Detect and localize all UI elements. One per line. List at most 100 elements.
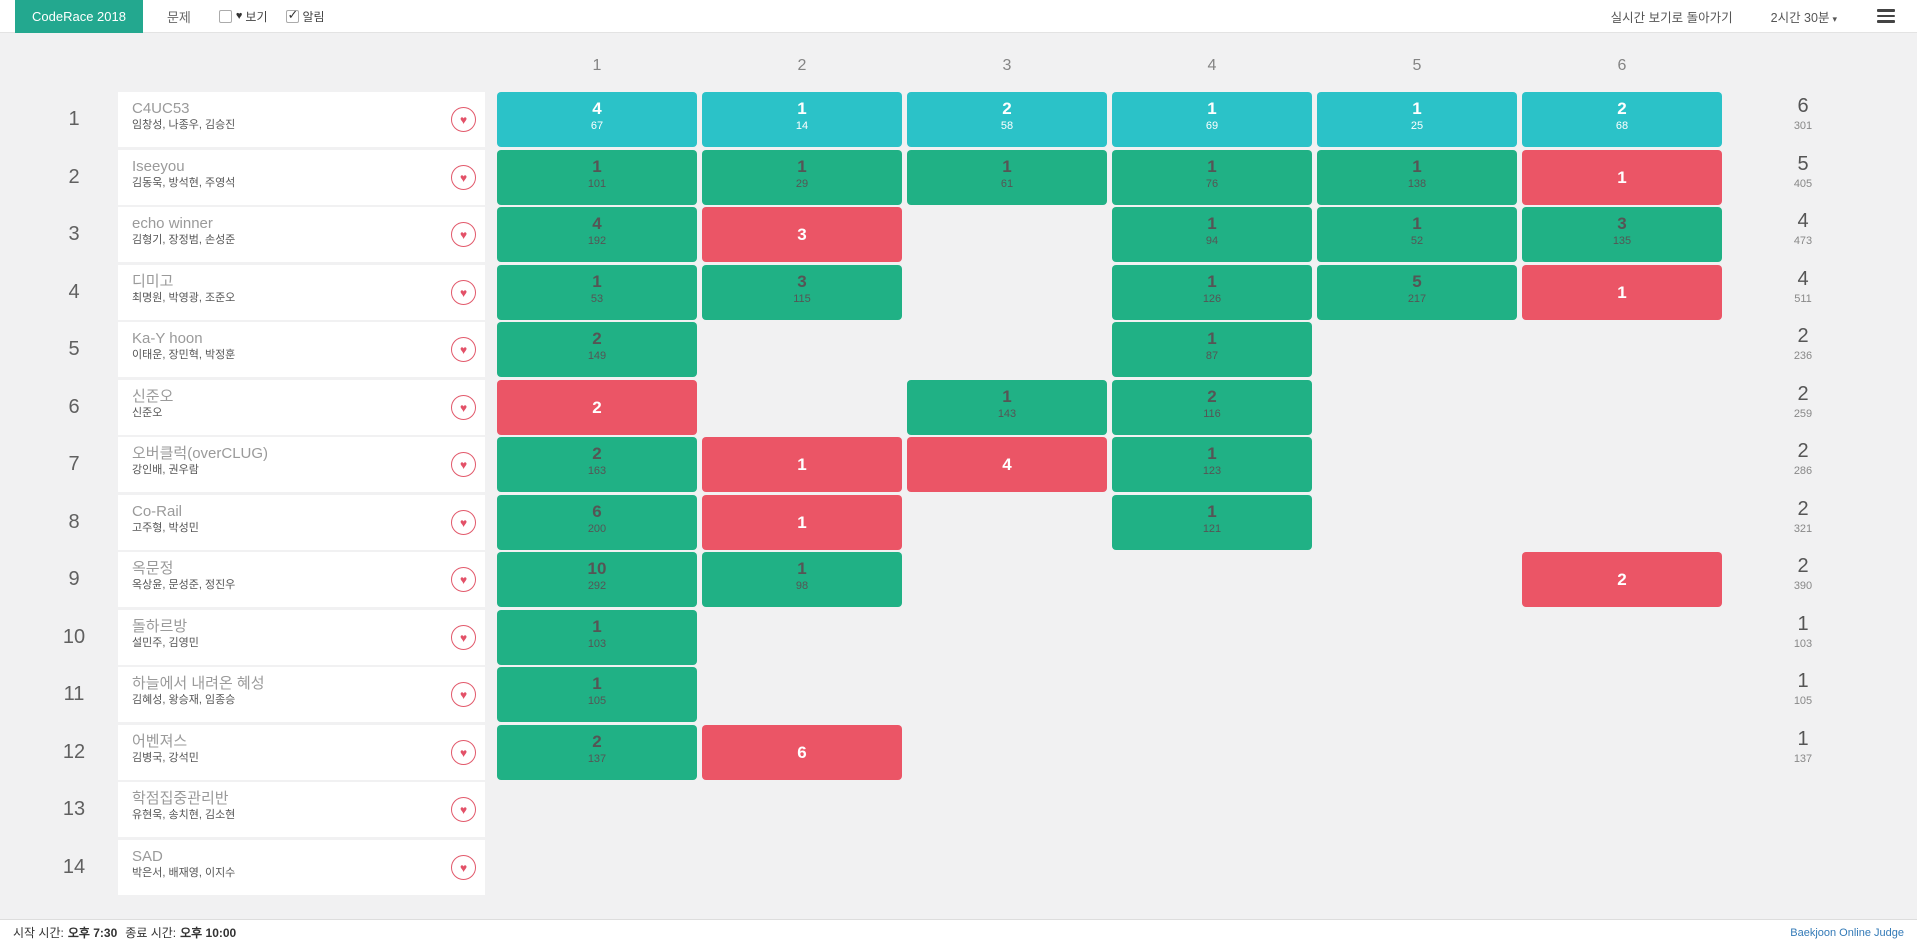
problem-cell: 2 137 (497, 724, 697, 780)
toggle-hearts[interactable]: ♥ 보기 (218, 8, 268, 25)
attempt-count: 4 (1002, 455, 1012, 474)
penalty-time: 105 (1793, 695, 1813, 707)
column-header: 2 (797, 57, 807, 74)
solved-count: 1 (1797, 670, 1809, 692)
team-name: Iseeyou (132, 157, 185, 175)
penalty-time: 236 (1793, 350, 1813, 362)
checkbox-checked-icon[interactable]: ✓ (285, 6, 299, 23)
team-rank: 2 (68, 165, 80, 188)
attempt-count: 3 (1617, 214, 1627, 233)
problem-cell: 3 (702, 207, 902, 262)
team-name: Ka-Y hoon (132, 330, 203, 347)
toggle-notifications[interactable]: ✓ 알림 (285, 6, 325, 25)
solved-count: 4 (1797, 210, 1809, 232)
favorite-button[interactable]: ♥ (451, 624, 476, 650)
favorite-button[interactable]: ♥ (451, 222, 476, 247)
problem-cells: 10 292 1 98 2 (0, 552, 1917, 607)
attempt-count: 2 (1617, 99, 1627, 118)
accepted-time: 200 (587, 522, 607, 535)
team-row: 11 하늘에서 내려온 혜성 김혜성, 왕승재, 임종승 ♥ 1 105 1 10… (0, 667, 1917, 722)
team-totals: 2 321 (1748, 497, 1858, 536)
team-totals: 5 405 (1748, 152, 1858, 191)
accepted-time: 105 (587, 695, 607, 707)
problem-cell: 1 (702, 494, 902, 550)
accepted-time: 123 (1202, 465, 1222, 477)
accepted-time: 121 (1202, 522, 1222, 535)
heart-icon: ♥ (459, 630, 468, 645)
team-rank: 14 (62, 855, 86, 878)
team-totals: 2 259 (1748, 382, 1858, 421)
team-row: 10 돌하르방 설민주, 김영민 ♥ 1 103 1 103 (0, 609, 1917, 665)
favorite-button[interactable]: ♥ (451, 107, 476, 132)
favorite-button[interactable]: ♥ (451, 164, 476, 190)
favorite-button[interactable]: ♥ (451, 797, 476, 822)
judge-link[interactable]: Baekjoon Online Judge (1790, 926, 1904, 939)
attempt-count: 4 (592, 99, 602, 118)
team-members: 임창성, 나종우, 김승진 (132, 119, 236, 131)
checkbox-unchecked-icon[interactable] (218, 9, 232, 23)
nav-item-problems[interactable]: 문제 (166, 9, 191, 25)
start-time-value: 오후 7:30 (67, 926, 118, 940)
heart-icon: ♥ (459, 285, 468, 300)
team-members: 김병국, 강석민 (132, 751, 199, 764)
favorite-button[interactable]: ♥ (451, 452, 476, 477)
team-name: echo winner (132, 215, 213, 232)
accepted-time: 126 (1202, 292, 1222, 305)
problem-cell: 6 (702, 724, 902, 780)
penalty-time: 390 (1793, 580, 1813, 592)
favorite-button[interactable]: ♥ (451, 682, 476, 707)
navbar-right: 실시간 보기로 돌아가기 2시간 30분 ▾ (1611, 6, 1917, 26)
hamburger-menu-icon[interactable] (1877, 6, 1895, 26)
back-to-live-link[interactable]: 실시간 보기로 돌아가기 (1610, 10, 1733, 25)
problem-cell: 1 143 (907, 379, 1107, 435)
accepted-time: 94 (1205, 235, 1219, 247)
heart-icon: ♥ (459, 803, 468, 817)
problem-cell: 2 (1522, 552, 1722, 607)
solved-count: 6 (1797, 95, 1809, 117)
solved-count: 2 (1797, 440, 1809, 462)
favorite-button[interactable]: ♥ (451, 279, 476, 305)
attempt-count: 1 (1207, 214, 1217, 233)
team-row: 7 오버클럭(overCLUG) 강인배, 권우람 ♥ 2 163 1 4 1 123 2… (0, 437, 1917, 492)
team-name: 돌하르방 (132, 617, 188, 635)
team-name: 오버클럭(overCLUG) (132, 445, 269, 462)
problem-cells: 4 192 3 1 94 1 52 3 135 (0, 207, 1917, 262)
solved-count: 2 (1797, 555, 1809, 577)
attempt-count: 1 (592, 674, 602, 693)
favorite-button[interactable]: ♥ (451, 509, 476, 535)
attempt-count: 3 (797, 225, 807, 244)
team-rank: 5 (68, 338, 80, 360)
problem-cell: 2 58 (907, 92, 1107, 147)
footer: 시작 시간: 오후 7:30 종료 시간: 오후 10:00 Baekjoon … (0, 919, 1917, 945)
heart-icon: ♥ (459, 515, 468, 530)
favorite-button[interactable]: ♥ (451, 337, 476, 362)
problem-cells: 4 67 1 14 2 58 1 69 1 25 2 68 (0, 92, 1917, 147)
brand-link[interactable]: CodeRace 2018 (15, 0, 143, 33)
attempt-count: 6 (797, 742, 807, 762)
team-panel: 학점집중관리반 유현욱, 송치현, 김소현 ♥ (118, 782, 485, 837)
favorite-button[interactable]: ♥ (451, 854, 476, 880)
team-panel: 어벤져스 김병국, 강석민 ♥ (118, 724, 485, 780)
team-name: 어벤져스 (132, 732, 188, 750)
problem-cell: 1 98 (702, 552, 902, 607)
column-header: 5 (1412, 57, 1422, 74)
attempt-count: 2 (1207, 386, 1217, 406)
team-row: 6 신준오 신준오 ♥ 2 1 143 2 116 2 259 (0, 379, 1917, 435)
column-header: 1 (592, 57, 602, 74)
team-panel: 오버클럭(overCLUG) 강인배, 권우람 ♥ (118, 437, 485, 492)
accepted-time: 292 (587, 580, 607, 592)
favorite-button[interactable]: ♥ (451, 394, 476, 420)
timer-dropdown[interactable]: 2시간 30분 ▾ (1771, 7, 1837, 26)
solved-count: 1 (1797, 727, 1809, 750)
problem-cell: 1 14 (702, 92, 902, 147)
team-row: 2 Iseeyou 김동욱, 방석현, 주영석 ♥ 1 101 1 29 1 61 1 76 1… (0, 149, 1917, 205)
accepted-time: 115 (793, 292, 811, 305)
problem-cell: 1 (1522, 149, 1722, 205)
team-name: 하늘에서 내려온 혜성 (132, 675, 265, 692)
problem-cell: 1 (1522, 264, 1722, 320)
favorite-button[interactable]: ♥ (451, 567, 476, 592)
favorite-button[interactable]: ♥ (451, 739, 476, 765)
team-row: 1 C4UC53 임창성, 나종우, 김승진 ♥ 4 67 1 14 2 58 1 69 1 25… (0, 92, 1917, 147)
attempt-count: 1 (797, 99, 807, 118)
problem-cell: 1 29 (702, 149, 902, 205)
